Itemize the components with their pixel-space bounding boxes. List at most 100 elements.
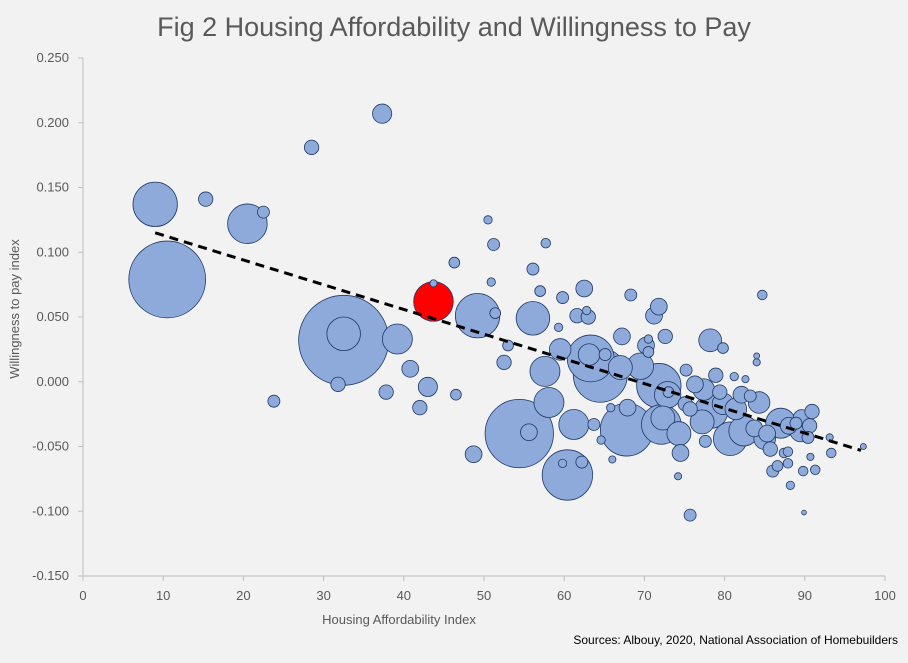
source-note: Sources: Albouy, 2020, National Associat… bbox=[573, 633, 898, 647]
data-bubble bbox=[496, 354, 512, 370]
data-bubble bbox=[582, 305, 592, 316]
data-bubble bbox=[806, 452, 815, 461]
data-bubble bbox=[540, 237, 551, 249]
data-bubble bbox=[464, 445, 483, 464]
data-bubble bbox=[372, 103, 393, 124]
data-bubble bbox=[708, 367, 724, 383]
data-bubble bbox=[606, 403, 616, 413]
data-bubble bbox=[378, 384, 394, 400]
data-bubble bbox=[683, 508, 697, 522]
data-bubble bbox=[859, 443, 867, 450]
data-bubble bbox=[608, 455, 617, 464]
data-bubble bbox=[771, 460, 784, 472]
data-bubble bbox=[679, 363, 693, 377]
x-tick-label: 30 bbox=[316, 588, 330, 603]
data-bubble bbox=[483, 215, 493, 225]
data-bubble bbox=[417, 376, 438, 397]
data-bubble bbox=[810, 464, 821, 476]
axes-group bbox=[78, 57, 886, 581]
data-bubble bbox=[717, 342, 729, 354]
data-bubble bbox=[650, 405, 676, 431]
data-bubble bbox=[826, 447, 837, 459]
data-bubble bbox=[682, 401, 698, 417]
x-tick-label: 100 bbox=[874, 588, 896, 603]
data-bubble bbox=[698, 434, 712, 448]
data-bubble bbox=[484, 398, 554, 469]
x-tick-label: 10 bbox=[156, 588, 170, 603]
data-bubble bbox=[198, 191, 214, 207]
data-bubble bbox=[689, 409, 715, 435]
data-bubble bbox=[643, 334, 654, 344]
data-bubble bbox=[520, 423, 538, 442]
data-bubble bbox=[741, 375, 750, 384]
data-bubble bbox=[782, 458, 794, 469]
data-bubble bbox=[553, 322, 564, 332]
data-bubble bbox=[526, 262, 540, 276]
data-bubble bbox=[624, 288, 638, 302]
x-tick-label: 80 bbox=[717, 588, 731, 603]
data-bubble bbox=[556, 291, 569, 304]
data-bubble bbox=[548, 338, 572, 361]
data-bubble bbox=[729, 371, 739, 382]
x-tick-label: 40 bbox=[397, 588, 411, 603]
data-bubble bbox=[789, 416, 803, 430]
data-bubble bbox=[712, 384, 728, 400]
data-bubble bbox=[575, 279, 594, 298]
data-bubble bbox=[577, 343, 601, 366]
x-tick-label: 20 bbox=[236, 588, 250, 603]
data-bubble bbox=[486, 277, 496, 287]
y-axis-label: Willingness to pay index bbox=[7, 239, 22, 379]
data-bubble bbox=[515, 301, 551, 336]
data-bubble bbox=[743, 389, 757, 403]
data-bubble bbox=[753, 352, 761, 360]
data-bubble bbox=[529, 355, 561, 387]
data-bubble bbox=[671, 444, 690, 462]
data-bubble bbox=[674, 472, 683, 481]
data-bubble bbox=[450, 388, 462, 401]
data-bubble bbox=[801, 509, 807, 516]
data-bubble bbox=[557, 458, 568, 468]
trendline-group bbox=[154, 231, 862, 452]
data-bubble bbox=[596, 435, 606, 445]
bubbles-group bbox=[128, 103, 867, 522]
data-bubble bbox=[686, 375, 704, 394]
data-bubble bbox=[381, 323, 413, 355]
y-tick-label: 0.050 bbox=[36, 309, 69, 324]
tick-labels-group: 0 10 20 30 40 50 60 70 80 90 100 -0.150 -0.100 -0.050… bbox=[7, 50, 896, 627]
data-bubble bbox=[797, 465, 809, 477]
data-bubble bbox=[804, 403, 820, 420]
data-bubble bbox=[752, 358, 761, 367]
data-bubble bbox=[650, 297, 668, 316]
data-bubble bbox=[534, 285, 546, 297]
x-axis-label: Housing Affordability Index bbox=[322, 612, 476, 627]
data-bubble bbox=[533, 387, 565, 418]
data-bubble bbox=[448, 256, 461, 269]
data-bubble bbox=[782, 446, 794, 457]
y-tick-label: 0.000 bbox=[36, 374, 69, 389]
y-tick-label: 0.200 bbox=[36, 115, 69, 130]
data-bubble bbox=[412, 400, 428, 416]
data-bubble bbox=[257, 205, 270, 219]
data-bubble bbox=[330, 376, 346, 392]
data-bubble bbox=[598, 348, 612, 361]
data-bubble bbox=[487, 238, 501, 251]
trend-line bbox=[154, 231, 862, 452]
data-bubble bbox=[657, 328, 673, 345]
data-bubble bbox=[267, 394, 281, 408]
data-bubble bbox=[613, 327, 631, 346]
data-bubble bbox=[698, 328, 722, 353]
data-bubble bbox=[802, 418, 818, 434]
x-tick-label: 0 bbox=[79, 588, 86, 603]
data-bubble bbox=[489, 307, 502, 319]
data-bubble bbox=[587, 418, 601, 431]
chart-title: Fig 2 Housing Affordability and Willingn… bbox=[157, 12, 751, 42]
data-bubble bbox=[618, 398, 637, 417]
data-bubble bbox=[762, 441, 778, 457]
data-bubble bbox=[326, 316, 361, 352]
x-tick-label: 90 bbox=[798, 588, 812, 603]
data-bubble bbox=[429, 279, 438, 288]
data-bubble bbox=[575, 455, 589, 469]
data-bubble bbox=[132, 181, 178, 227]
data-bubble bbox=[757, 289, 768, 301]
